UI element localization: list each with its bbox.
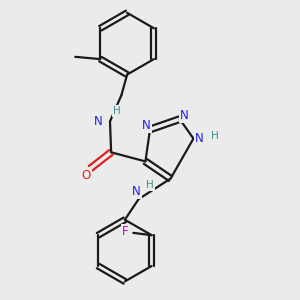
Text: H: H: [146, 180, 154, 190]
Text: N: N: [195, 132, 203, 145]
Text: N: N: [142, 119, 151, 133]
Text: H: H: [211, 131, 219, 141]
Text: O: O: [81, 169, 91, 182]
Text: N: N: [94, 115, 103, 128]
Text: N: N: [132, 185, 141, 198]
Text: H: H: [113, 106, 121, 116]
Text: F: F: [122, 225, 129, 238]
Text: N: N: [180, 109, 189, 122]
